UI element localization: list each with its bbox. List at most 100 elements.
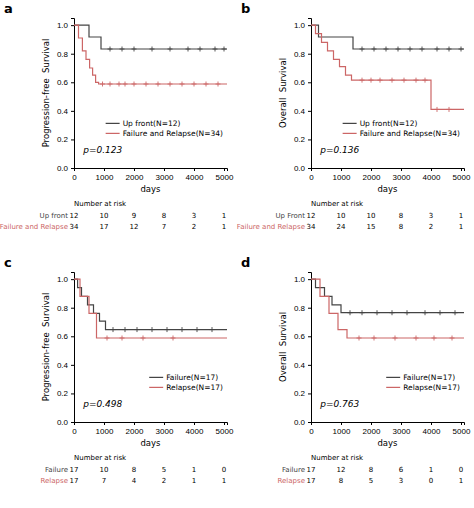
tick-label: 4000 bbox=[186, 427, 204, 436]
censor-mark bbox=[180, 82, 185, 87]
tick-mark bbox=[308, 54, 311, 55]
tick-label: 2000 bbox=[363, 427, 381, 436]
legend-label: Failure and Relapse(N=34) bbox=[360, 129, 460, 138]
tick: 3000 bbox=[156, 168, 174, 182]
legend-label: Up front(N=12) bbox=[360, 119, 418, 128]
tick-label: 2000 bbox=[126, 173, 144, 182]
tick-mark bbox=[308, 308, 311, 309]
tick: 1000 bbox=[96, 422, 114, 436]
risk-number: 2 bbox=[429, 223, 433, 231]
axis-line bbox=[308, 273, 312, 423]
survival-curve bbox=[74, 279, 227, 338]
tick-label: 0.2 bbox=[57, 135, 69, 144]
censor-mark bbox=[165, 327, 170, 332]
risk-number: 12 bbox=[70, 212, 79, 220]
axis-line bbox=[312, 169, 465, 172]
censor-mark bbox=[141, 336, 146, 341]
tick: 0.2 bbox=[294, 389, 311, 398]
censor-mark bbox=[222, 47, 227, 52]
axis-line bbox=[312, 423, 465, 426]
tick-label: 0.8 bbox=[57, 304, 69, 313]
censor-mark bbox=[393, 336, 398, 341]
censor-mark bbox=[360, 310, 365, 315]
censor-mark bbox=[447, 47, 452, 52]
censor-mark bbox=[186, 47, 191, 52]
tick: 2000 bbox=[363, 422, 381, 436]
risk-table-title: Number at risk bbox=[74, 200, 127, 208]
risk-number: 1 bbox=[459, 212, 463, 220]
tick-label: 3000 bbox=[156, 427, 174, 436]
tick-mark bbox=[341, 168, 342, 171]
tick-label: 1000 bbox=[333, 173, 351, 182]
tick: 0.6 bbox=[57, 78, 74, 87]
x-axis: 010002000300040005000 bbox=[309, 168, 471, 182]
risk-table: Number at riskUp Front121010831Failure a… bbox=[237, 200, 463, 231]
tick-mark bbox=[401, 168, 402, 171]
axis-line bbox=[75, 423, 228, 426]
risk-row-label: Failure and Relapse bbox=[0, 223, 68, 231]
censor-mark bbox=[435, 107, 440, 112]
tick: 0.6 bbox=[294, 78, 311, 87]
tick-label: 0.2 bbox=[294, 135, 306, 144]
risk-number: 1 bbox=[222, 212, 226, 220]
risk-row-label: Failure and Relapse bbox=[237, 223, 305, 231]
tick-mark bbox=[308, 111, 311, 112]
tick-label: 0.2 bbox=[57, 389, 69, 398]
survival-curve bbox=[311, 25, 464, 109]
censor-mark bbox=[213, 47, 218, 52]
tick-mark bbox=[224, 422, 225, 425]
censor-mark bbox=[447, 107, 452, 112]
risk-number: 6 bbox=[399, 466, 404, 474]
tick: 0.0 bbox=[294, 164, 311, 173]
tick: 0.2 bbox=[294, 135, 311, 144]
censor-mark bbox=[432, 336, 437, 341]
plot: 0100020003000400050000.00.20.40.60.81.0d… bbox=[237, 19, 471, 232]
panel: a0100020003000400050000.00.20.40.60.81.0… bbox=[0, 1, 234, 231]
censor-mark bbox=[414, 336, 419, 341]
tick: 0.0 bbox=[294, 418, 311, 427]
tick-label: 0.2 bbox=[294, 389, 306, 398]
censor-mark bbox=[150, 47, 155, 52]
tick: 0.0 bbox=[57, 418, 74, 427]
risk-row-label: Relapse bbox=[278, 477, 306, 485]
tick: 2000 bbox=[126, 168, 144, 182]
tick: 4000 bbox=[423, 422, 441, 436]
censor-mark bbox=[435, 47, 440, 52]
censor-mark bbox=[100, 82, 105, 87]
tick-mark bbox=[431, 168, 432, 171]
risk-number: 17 bbox=[100, 223, 109, 231]
risk-number: 17 bbox=[307, 477, 316, 485]
censor-mark bbox=[108, 82, 113, 87]
marks bbox=[74, 279, 227, 340]
risk-number: 1 bbox=[459, 223, 463, 231]
tick-mark bbox=[71, 336, 74, 337]
legend: Failure(N=17)Relapse(N=17) bbox=[149, 373, 223, 392]
tick: 0.6 bbox=[57, 332, 74, 341]
censor-mark bbox=[171, 336, 176, 341]
tick-mark bbox=[308, 82, 311, 83]
tick-mark bbox=[71, 168, 74, 169]
tick-label: 2000 bbox=[363, 173, 381, 182]
censor-mark bbox=[357, 336, 362, 341]
risk-number: 3 bbox=[429, 212, 433, 220]
tick: 0 bbox=[72, 168, 77, 182]
legend-swatch bbox=[149, 377, 163, 378]
tick: 0 bbox=[72, 422, 77, 436]
tick: 1000 bbox=[96, 168, 114, 182]
risk-number: 1 bbox=[459, 477, 463, 485]
tick-label: 1.0 bbox=[57, 275, 69, 284]
tick: 4000 bbox=[186, 422, 204, 436]
tick-label: 0.4 bbox=[57, 107, 69, 116]
censor-mark bbox=[423, 78, 428, 83]
tick: 0.4 bbox=[294, 107, 311, 116]
censor-mark bbox=[108, 47, 113, 52]
tick-label: 0 bbox=[309, 427, 314, 436]
y-axis: 0.00.20.40.60.81.0 bbox=[57, 273, 75, 428]
tick-label: 5000 bbox=[453, 173, 471, 182]
tick: 0.8 bbox=[57, 304, 74, 313]
tick-mark bbox=[104, 422, 105, 425]
y-axis-title: Progression-free Survival bbox=[41, 39, 51, 148]
tick-label: 0.6 bbox=[294, 332, 306, 341]
risk-number: 12 bbox=[337, 466, 346, 474]
tick-mark bbox=[308, 168, 311, 169]
